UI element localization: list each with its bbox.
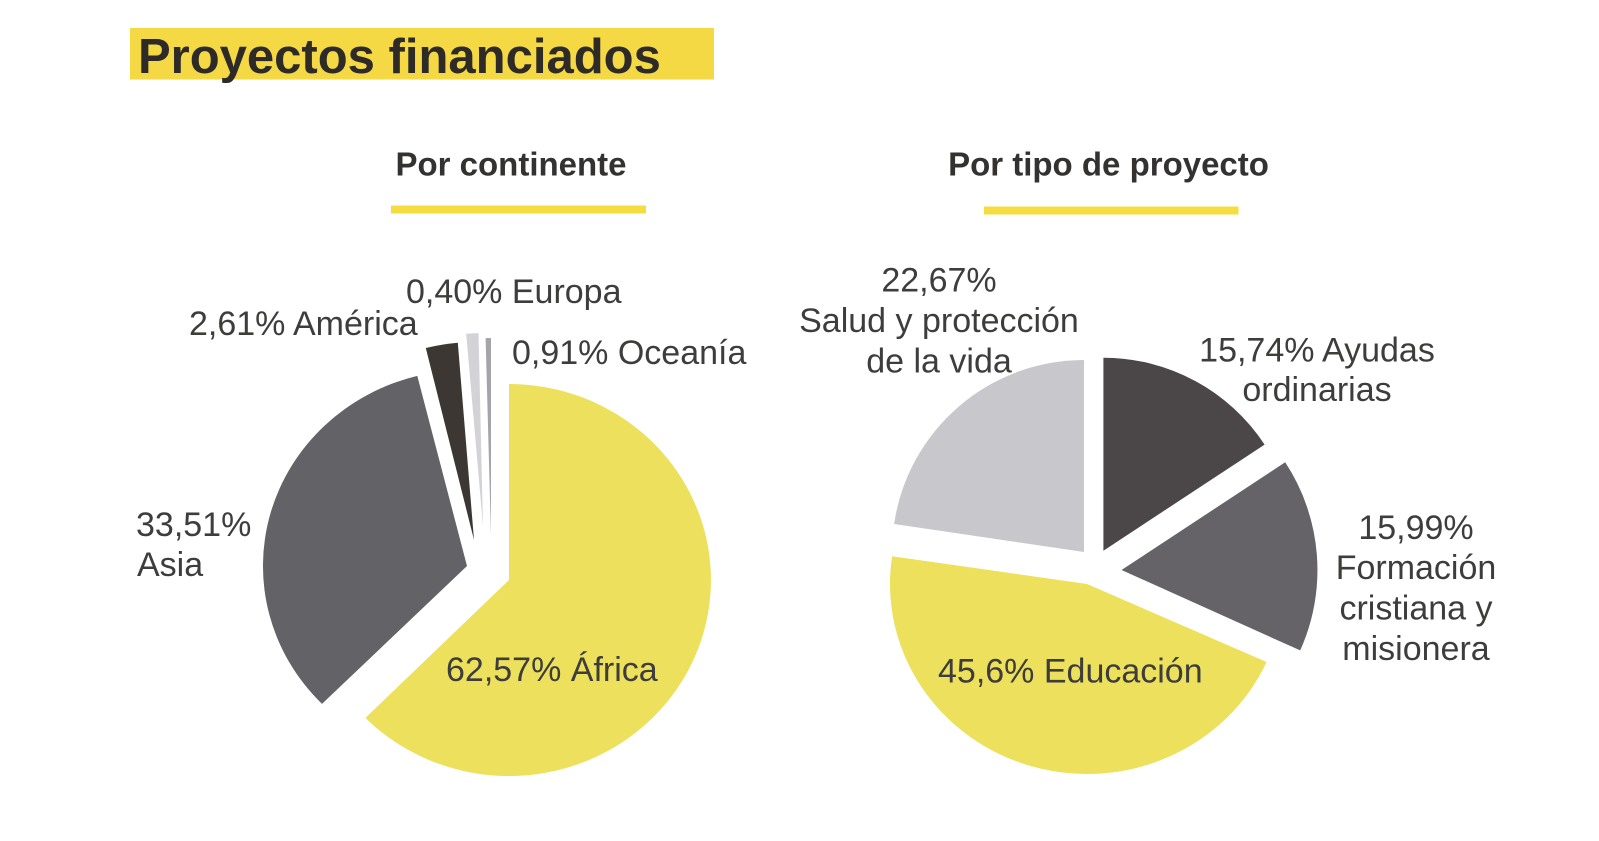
svg-text:62,57% África: 62,57% África	[446, 651, 658, 689]
svg-text:Por continente: Por continente	[395, 146, 626, 183]
svg-text:Por tipo de proyecto: Por tipo de proyecto	[948, 146, 1269, 183]
svg-text:misionera: misionera	[1342, 630, 1489, 668]
svg-text:Proyectos financiados: Proyectos financiados	[138, 30, 661, 84]
svg-text:22,67%: 22,67%	[881, 262, 996, 300]
svg-text:Asia: Asia	[137, 546, 203, 584]
svg-text:0,91% Oceanía: 0,91% Oceanía	[512, 334, 746, 372]
svg-text:0,40% Europa: 0,40% Europa	[406, 273, 622, 311]
svg-text:de la vida: de la vida	[866, 342, 1012, 380]
svg-text:15,99%: 15,99%	[1358, 509, 1473, 547]
svg-text:33,51%: 33,51%	[136, 506, 251, 544]
svg-text:15,74% Ayudas: 15,74% Ayudas	[1199, 332, 1435, 370]
svg-text:cristiana y: cristiana y	[1339, 589, 1492, 627]
svg-text:Formación: Formación	[1336, 549, 1497, 587]
svg-text:2,61% América: 2,61% América	[189, 305, 418, 343]
svg-text:Salud y protección: Salud y protección	[799, 302, 1079, 340]
svg-text:45,6% Educación: 45,6% Educación	[938, 652, 1203, 690]
svg-text:ordinarias: ordinarias	[1242, 371, 1391, 409]
